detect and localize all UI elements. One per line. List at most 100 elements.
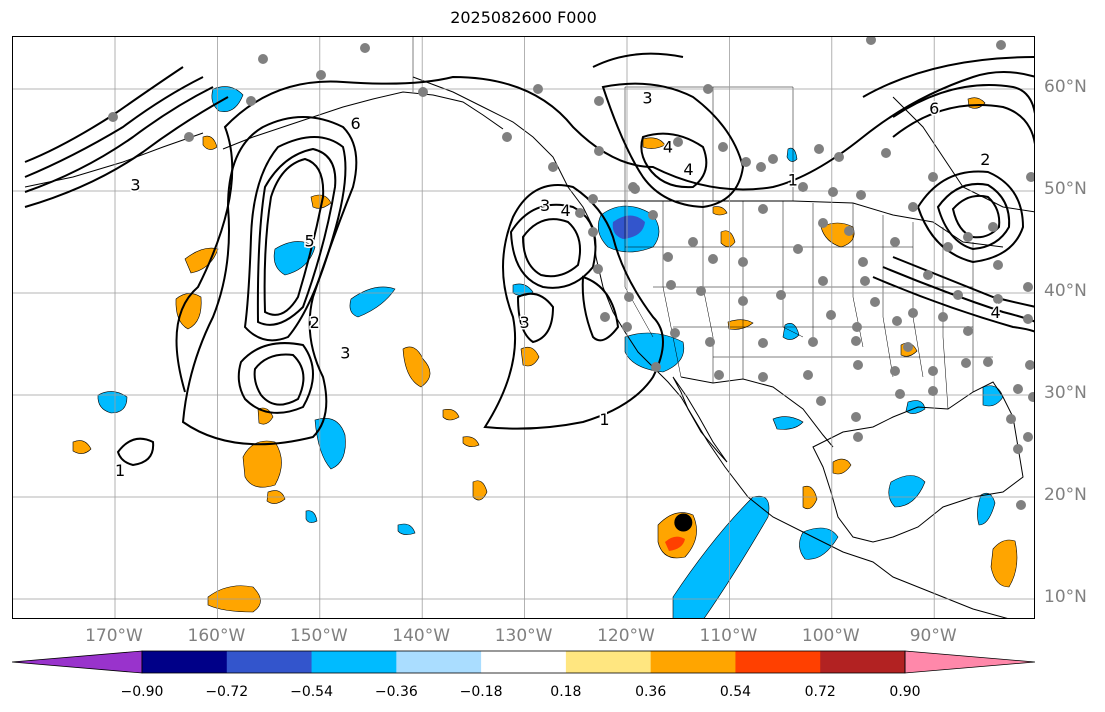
positive-anomaly-patch: [242, 440, 282, 488]
colorbar-tick-label: 0.18: [550, 684, 582, 700]
contour-label: 1: [599, 410, 609, 429]
contour-line: [483, 184, 664, 430]
positive-anomaly-patch: [727, 319, 754, 330]
negative-anomaly-patch: [982, 385, 1004, 407]
colorbar-cell: [820, 651, 906, 673]
contour-line: [936, 183, 1011, 251]
contour-line: [181, 116, 358, 446]
contour-line: [592, 52, 684, 68]
colorbar-cell: [565, 651, 652, 673]
positive-anomaly-patch: [402, 346, 431, 388]
gulf-of-mexico-coast: [812, 381, 1024, 543]
contour-line: [24, 76, 204, 178]
colorbar-tick-label: −0.36: [374, 684, 418, 700]
contour-line: [256, 147, 337, 326]
colorbar-tick-label: 0.54: [719, 684, 752, 700]
longitude-label: 90°W: [909, 626, 957, 646]
contour-line: [253, 353, 305, 406]
colorbar-cell: [142, 651, 228, 673]
contour-line: [862, 56, 1034, 98]
contour-label: 5: [304, 232, 314, 251]
contour-layer: [24, 52, 1034, 467]
colorbar-tick-label: −0.54: [290, 684, 333, 700]
contour-label: 3: [520, 313, 530, 332]
latitude-label: 40°N: [1044, 281, 1087, 301]
positive-anomaly-patch: [802, 485, 818, 510]
positive-anomaly-patch: [472, 480, 488, 501]
latitude-label: 10°N: [1044, 587, 1087, 607]
positive-anomaly-patch: [442, 409, 460, 421]
gridline-layer: [13, 37, 1034, 618]
longitude-label: 170°W: [85, 626, 143, 646]
colorbar-tick-label: 0.36: [635, 684, 667, 700]
negative-anomaly-patch: [772, 416, 804, 430]
contour-line: [951, 194, 1001, 239]
gulf-of-alaska-coast: [222, 91, 504, 150]
contour-line: [581, 275, 620, 342]
colorbar-cell: [735, 651, 821, 673]
contour-line: [243, 136, 347, 342]
contour-line: [175, 71, 1034, 393]
colorbar-cell: [396, 651, 482, 673]
contour-line: [872, 276, 1034, 333]
contour-line: [892, 104, 1034, 145]
contour-label: 2: [310, 313, 320, 332]
tropical-cyclone-marker[interactable]: [674, 513, 693, 532]
negative-anomaly-patch: [305, 510, 318, 523]
colorbar-tick-label: −0.18: [459, 684, 503, 700]
negative-anomaly-patch: [349, 286, 396, 318]
positive-anomaly-patch: [665, 536, 685, 551]
contour-label: 4: [560, 201, 570, 220]
positive-anomaly-patch: [712, 206, 728, 216]
negative-anomaly-patch: [782, 323, 800, 340]
positive-anomaly-patch: [462, 436, 480, 447]
contour-line: [892, 256, 1034, 308]
colorbar-cell: [650, 651, 736, 673]
contour-line: [24, 96, 229, 208]
contour-label: 3: [340, 344, 350, 363]
state-border-layer: [412, 37, 993, 410]
colorbar-tick-label: 0.90: [889, 684, 921, 700]
latitude-label: 20°N: [1044, 485, 1087, 505]
colorbar-tick-label: 0.72: [804, 684, 836, 700]
longitude-label: 150°W: [289, 626, 348, 646]
colorbar-cell: [481, 651, 567, 673]
longitude-label: 110°W: [699, 626, 758, 646]
positive-anomaly-patch: [990, 539, 1018, 588]
positive-anomaly-patch: [967, 97, 986, 109]
longitude-label: 120°W: [597, 626, 655, 646]
positive-anomaly-patch: [720, 230, 736, 248]
positive-anomaly-patch: [832, 458, 852, 475]
contour-label: 4: [683, 160, 693, 179]
map-title: 2025082600 F000: [450, 8, 597, 27]
positive-anomaly-patch: [202, 135, 218, 150]
colorbar-tick-label: −0.72: [205, 684, 249, 700]
negative-anomaly-patch: [672, 495, 770, 618]
contour-line: [601, 82, 745, 209]
contour-label: 6: [929, 99, 939, 118]
contour-label: 4: [663, 138, 673, 157]
contour-label: 2: [980, 150, 990, 169]
negative-anomaly-patch: [799, 527, 839, 560]
positive-anomaly-patch: [310, 194, 332, 209]
marker-layer: [674, 513, 693, 532]
longitude-label: 130°W: [494, 626, 553, 646]
contour-line: [24, 86, 214, 193]
contour-line: [237, 342, 314, 414]
shading-layer: [72, 86, 1018, 618]
negative-anomaly-patch: [314, 418, 346, 470]
negative-anomaly-patch: [977, 492, 996, 526]
negative-anomaly-patch: [211, 86, 244, 112]
positive-anomaly-patch: [520, 346, 540, 367]
longitude-label: 140°W: [392, 626, 451, 646]
negative-anomaly-patch: [612, 215, 645, 239]
contour-line: [24, 66, 184, 163]
positive-anomaly-patch: [642, 137, 666, 149]
contour-label: 3: [540, 196, 550, 215]
alaska-coast: [24, 132, 204, 188]
negative-anomaly-patch: [624, 332, 685, 373]
negative-anomaly-patch: [397, 523, 416, 535]
contour-label: 3: [130, 175, 140, 194]
negative-anomaly-patch: [888, 475, 926, 508]
